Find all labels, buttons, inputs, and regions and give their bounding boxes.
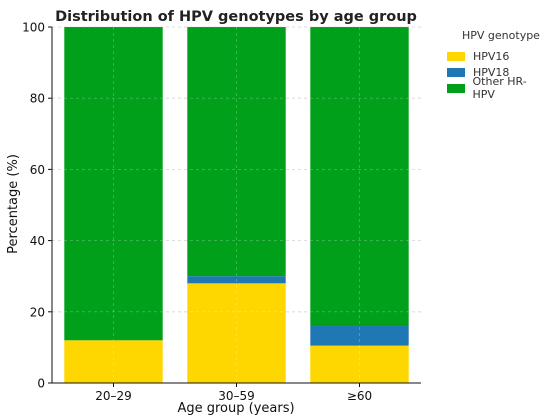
y-tick-label: 0 [37,377,45,391]
x-axis-label: Age group (years) [177,401,294,416]
legend-swatch-hpv16 [447,51,465,61]
x-tick-label: ≥60 [347,389,372,403]
bar-segment-other-hr-hpv [64,27,163,341]
legend-label-hpv18: HPV18 [473,65,510,79]
legend-label-other-hr-hpv: Other HR-HPV [472,75,527,101]
y-tick-label: 60 [30,163,45,177]
legend-swatch-other-hr-hpv [447,83,465,93]
legend-title: HPV genotype [462,29,540,42]
bars [52,26,421,384]
bar-segment-other-hr-hpv [310,27,409,327]
legend-item-other-hr-hpv: Other HR-HPV [447,75,547,101]
x-tick-label: 20–29 [95,389,132,403]
bar-segment-hpv16 [187,283,286,383]
bar-segment-hpv18 [187,276,286,284]
x-tick-label: 30–59 [218,389,255,403]
y-axis-label: Percentage (%) [6,154,21,254]
bar-segment-hpv16 [64,340,163,383]
legend-label-hpv16: HPV16 [473,49,510,63]
y-tick-label: 20 [30,305,45,319]
legend-item-hpv18: HPV18 [447,64,547,80]
y-tick-label: 100 [22,21,45,35]
axes: 0 20 40 60 80 100 20–29 30–59 ≥60 [22,21,421,403]
bar-segment-other-hr-hpv [187,27,286,277]
legend-item-hpv16: HPV16 [447,48,547,64]
chart-title: Distribution of HPV genotypes by age gro… [55,9,417,25]
y-tick-label: 80 [30,92,45,106]
bar-segment-hpv18 [310,326,409,346]
bar-segment-hpv16 [310,345,409,383]
legend: HPV genotype HPV16 HPV18 Other HR-HPV [447,29,547,101]
legend-swatch-hpv18 [447,67,465,77]
y-tick-label: 40 [30,234,45,248]
